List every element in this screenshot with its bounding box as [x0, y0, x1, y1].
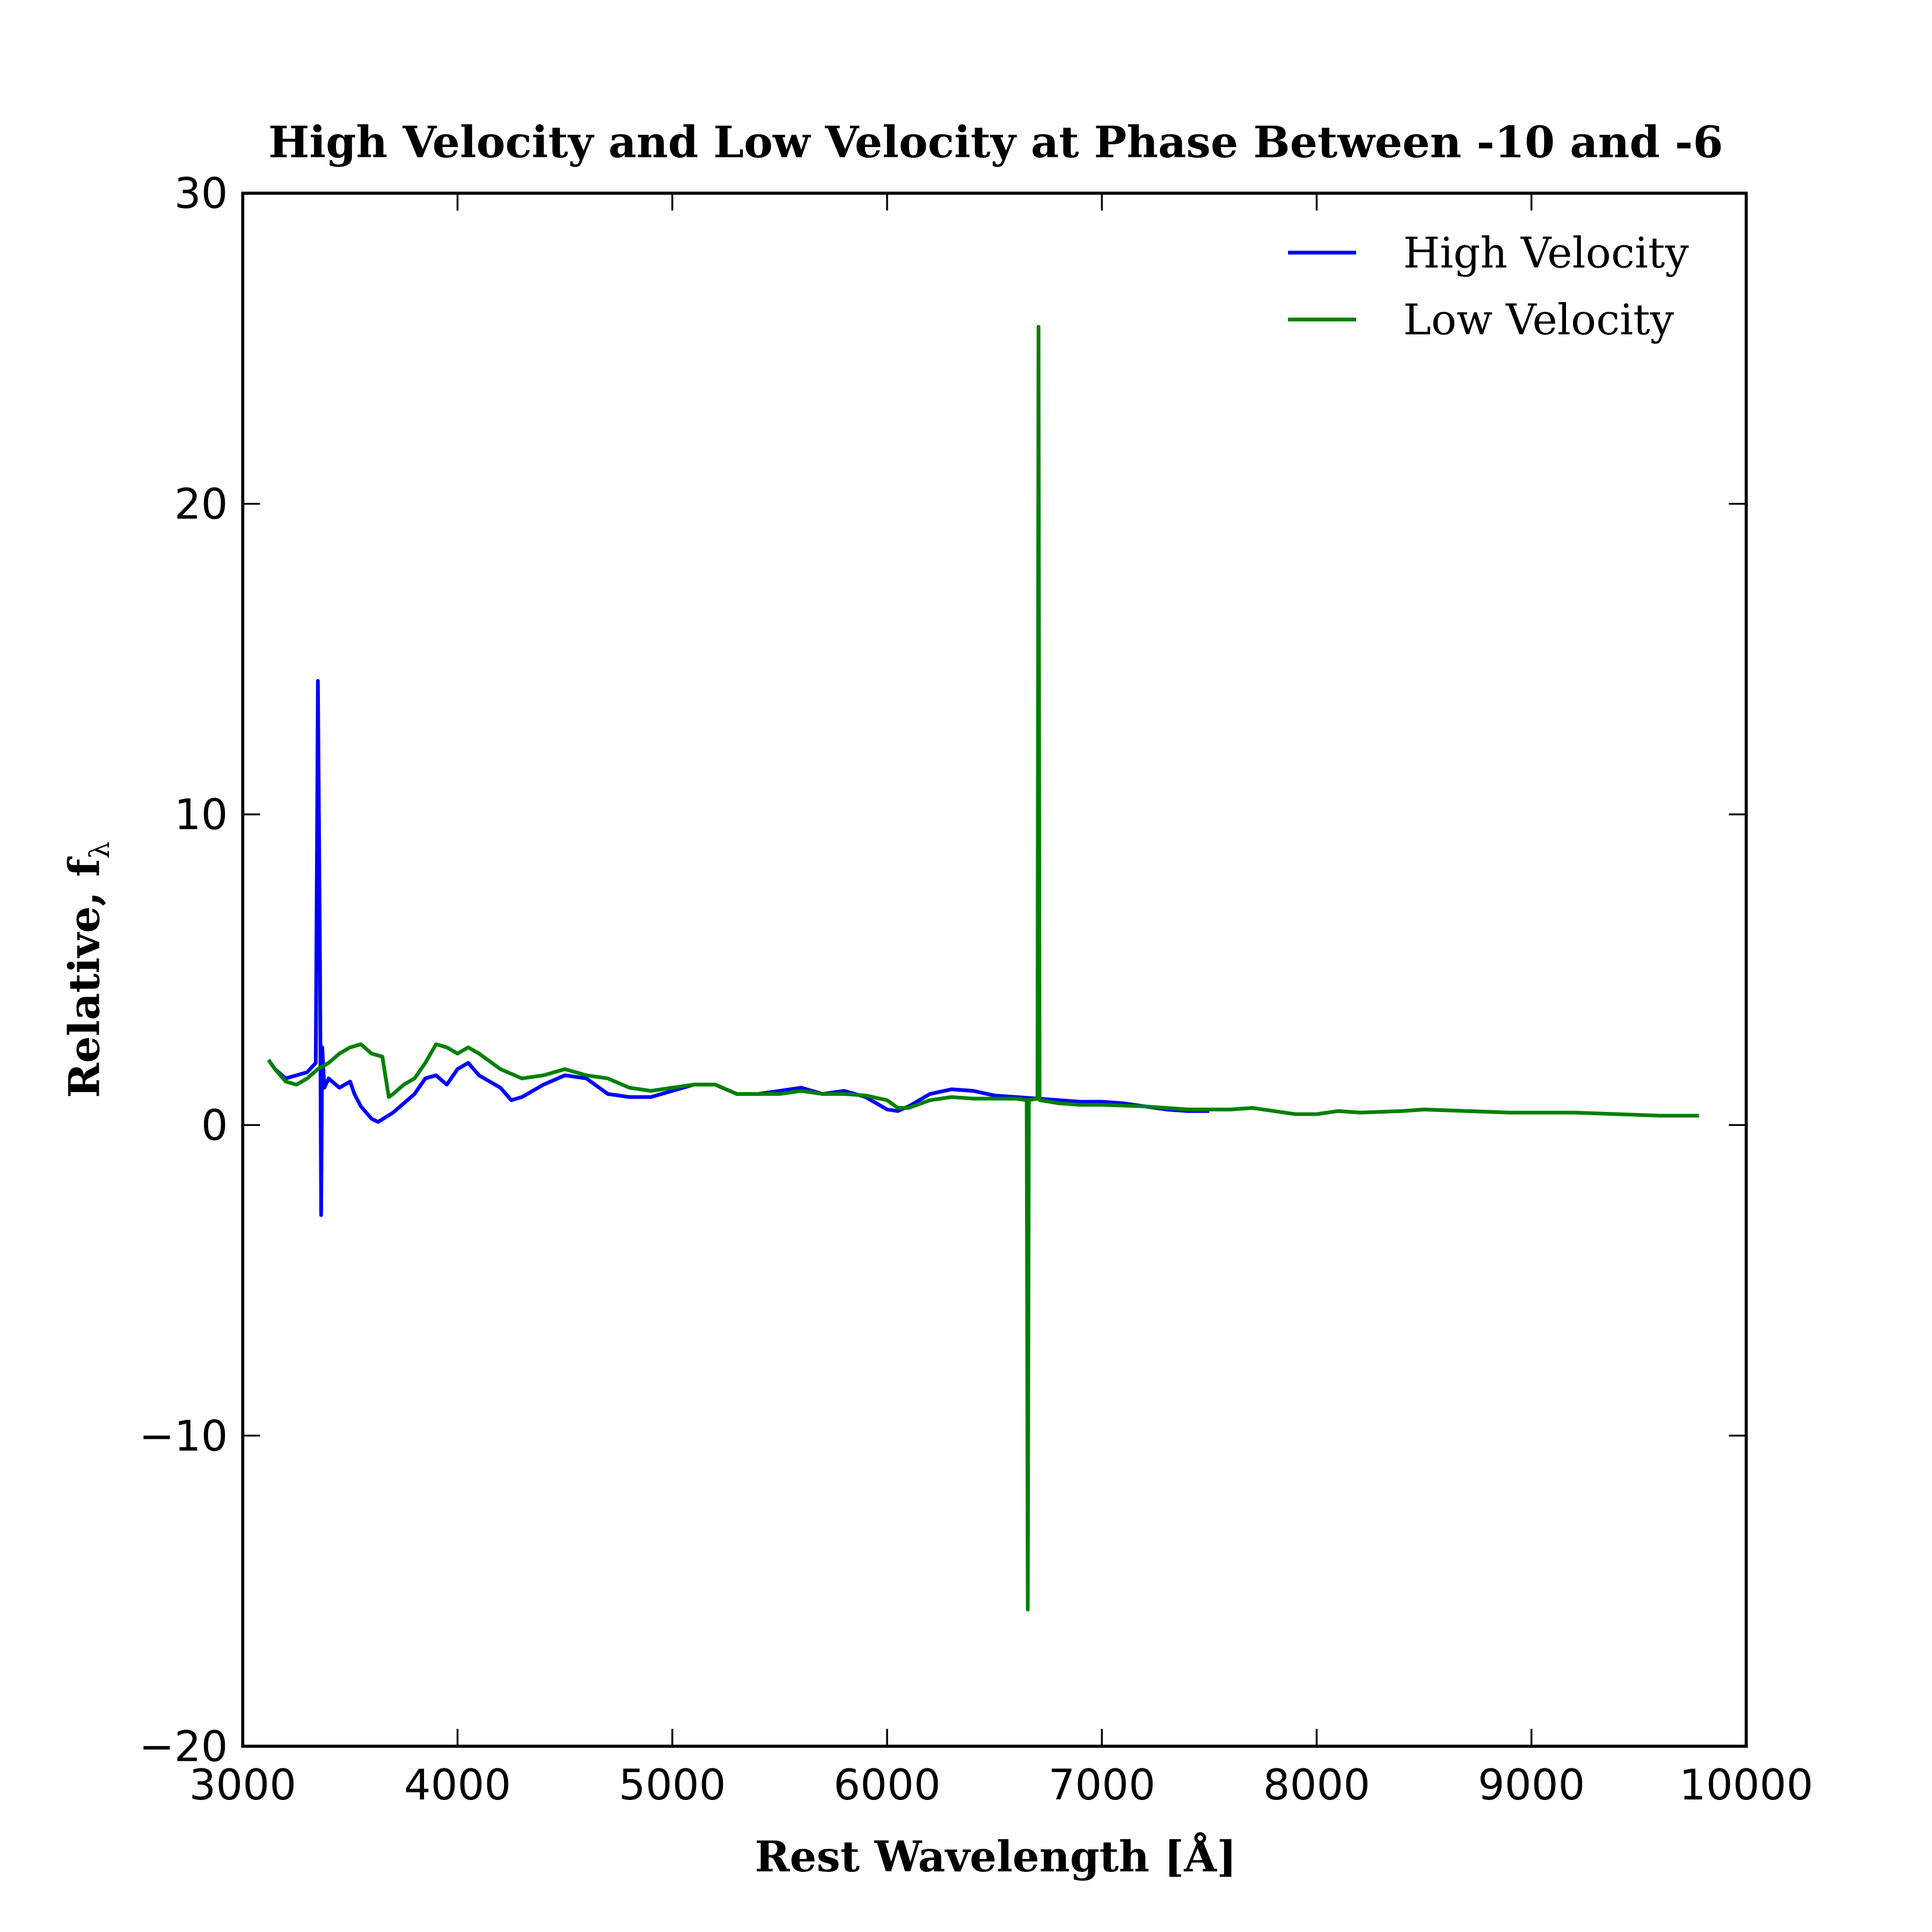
- y-tick-label: 30: [174, 169, 228, 218]
- x-tick-label: 5000: [619, 1760, 726, 1810]
- line-series: [267, 325, 1699, 1612]
- x-tick-label: 7000: [1048, 1760, 1155, 1810]
- chart-title: High Velocity and Low Velocity at Phase …: [268, 117, 1723, 168]
- y-tick-label: −10: [139, 1411, 228, 1461]
- y-tick-label: 20: [174, 479, 228, 529]
- x-tick-label: 9000: [1478, 1760, 1585, 1810]
- x-tick-label: 10000: [1679, 1760, 1813, 1810]
- x-tick-label: 8000: [1263, 1760, 1371, 1810]
- y-axis-label-main: Relative, f: [60, 857, 109, 1098]
- y-tick-label: 0: [201, 1101, 228, 1150]
- x-tick-label: 3000: [189, 1760, 296, 1810]
- legend-label: High Velocity: [1403, 228, 1689, 277]
- y-tick-label: 10: [174, 790, 228, 839]
- x-tick-label: 6000: [833, 1760, 941, 1810]
- y-tick-label: −20: [139, 1722, 228, 1772]
- y-axis-label: Relative, fλ: [60, 841, 115, 1098]
- y-axis-label-group: Relative, fλ: [60, 841, 115, 1098]
- plot-frame: [241, 192, 1748, 1748]
- y-axis-label-sub: λ: [84, 841, 115, 859]
- x-axis-label: Rest Wavelength [Å]: [755, 1832, 1236, 1882]
- x-tick-label: 4000: [404, 1760, 511, 1810]
- line-series: [269, 679, 1210, 1217]
- legend-label: Low Velocity: [1403, 295, 1674, 345]
